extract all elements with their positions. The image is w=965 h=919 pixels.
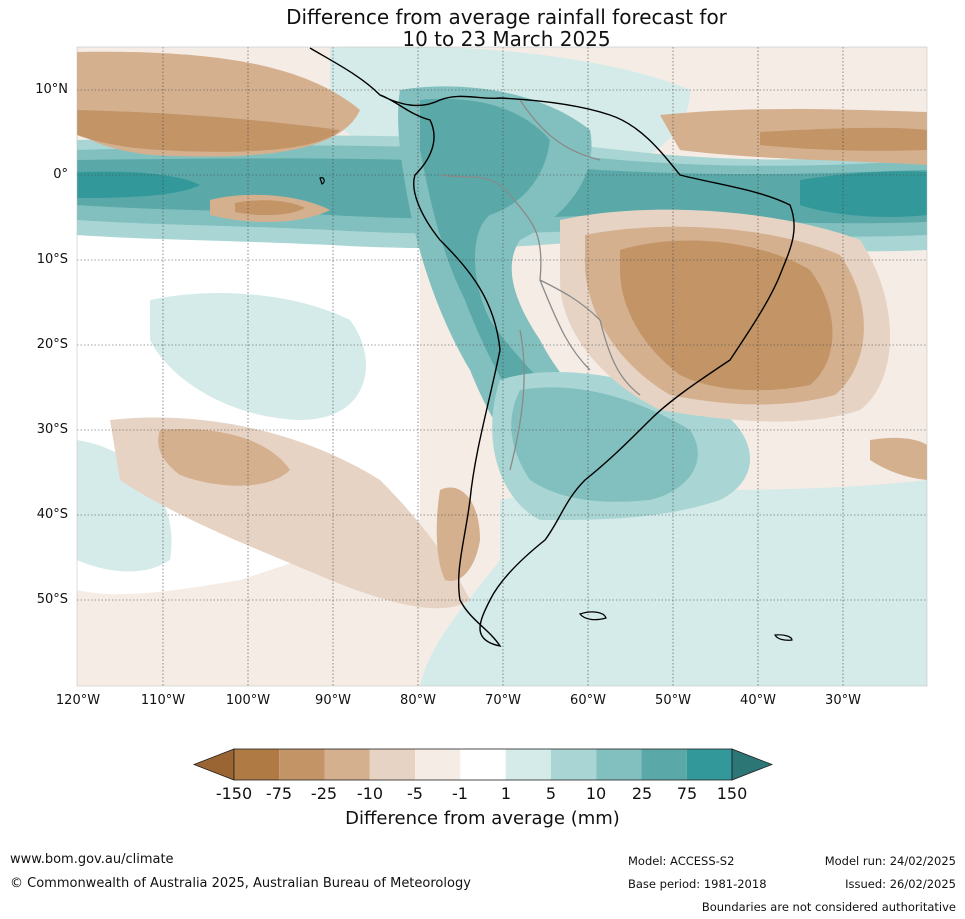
zone-pale-teal: [420, 480, 927, 686]
legend-arrow-low: [192, 748, 235, 781]
country-borders: [439, 99, 641, 471]
legend-tick-label: -75: [265, 784, 293, 803]
legend-frame: [233, 748, 733, 781]
legend-arrow-high: [731, 748, 774, 781]
lon-label: 120°W: [55, 693, 101, 708]
lon-label: 100°W: [225, 693, 271, 708]
model-name: Model: ACCESS-S2: [628, 854, 735, 868]
legend-tick-label: -1: [452, 784, 468, 803]
legend-title: Difference from average (mm): [345, 808, 620, 829]
legend-tick-label: 75: [676, 784, 698, 803]
zone-teal-sesa: [511, 387, 698, 502]
lon-label: 40°W: [740, 693, 776, 708]
legend-swatch: [505, 749, 551, 780]
zone-dry: [870, 437, 927, 480]
legend-tick-label: -150: [215, 784, 253, 803]
lat-label: 40°S: [36, 507, 68, 522]
legend-tick-label: -10: [356, 784, 384, 803]
legend-swatch: [234, 749, 280, 780]
zone-dry: [77, 110, 340, 152]
issued-date: Issued: 26/02/2025: [845, 877, 956, 891]
legend-swatch: [415, 749, 461, 780]
legend-swatch: [460, 749, 506, 780]
disclaimer: Boundaries are not considered authoritat…: [701, 900, 956, 914]
legend-tick-label: 5: [545, 784, 557, 803]
legend-tick-label: -5: [407, 784, 423, 803]
rainfall-map: [76, 46, 928, 687]
lon-label: 50°W: [655, 693, 691, 708]
base-period: Base period: 1981-2018: [628, 877, 767, 891]
island-outline: [578, 611, 607, 621]
legend-tick-label: 25: [631, 784, 653, 803]
lat-label: 30°S: [36, 422, 68, 437]
lat-label: 0°: [53, 167, 68, 182]
zone-dry: [235, 200, 305, 216]
legend-swatch: [369, 749, 416, 780]
legend-swatch: [596, 749, 642, 780]
legend-tick-label: 150: [716, 784, 748, 803]
island-outline: [319, 177, 325, 185]
copyright-text: © Commonwealth of Australia 2025, Austra…: [10, 876, 471, 891]
lat-label: 10°S: [36, 252, 68, 267]
legend-swatch: [324, 749, 370, 780]
zone-pale-teal: [77, 440, 172, 572]
lat-label: 50°S: [36, 592, 68, 607]
map-title-line1: Difference from average rainfall forecas…: [286, 5, 727, 29]
lon-label: 110°W: [140, 693, 186, 708]
map-frame: [76, 46, 928, 687]
island-outline: [774, 634, 793, 641]
zone-pale-teal: [150, 292, 366, 420]
legend-tick-label: 1: [500, 784, 512, 803]
legend-swatch: [279, 749, 325, 780]
zone-teal-andes: [420, 98, 602, 480]
website-link[interactable]: www.bom.gov.au/climate: [10, 852, 174, 867]
coastline-south-america: [309, 47, 795, 648]
map-title-line2: 10 to 23 March 2025: [402, 27, 611, 51]
legend-swatch: [686, 749, 732, 780]
legend-swatch: [550, 749, 597, 780]
lon-label: 80°W: [400, 693, 436, 708]
color-legend: [192, 748, 774, 781]
lon-label: 60°W: [570, 693, 606, 708]
lat-label: 10°N: [35, 82, 68, 97]
model-run-date: Model run: 24/02/2025: [824, 854, 956, 868]
lon-label: 90°W: [315, 693, 351, 708]
zone-teal-core: [77, 171, 200, 198]
lat-label: 20°S: [36, 337, 68, 352]
lon-label: 70°W: [485, 693, 521, 708]
lon-label: 30°W: [825, 693, 861, 708]
legend-swatch: [641, 749, 687, 780]
legend-tick-label: 10: [585, 784, 607, 803]
legend-tick-label: -25: [310, 784, 338, 803]
zone-teal-core: [800, 171, 927, 217]
zone-dry: [760, 127, 927, 151]
zone-dry: [158, 429, 290, 486]
